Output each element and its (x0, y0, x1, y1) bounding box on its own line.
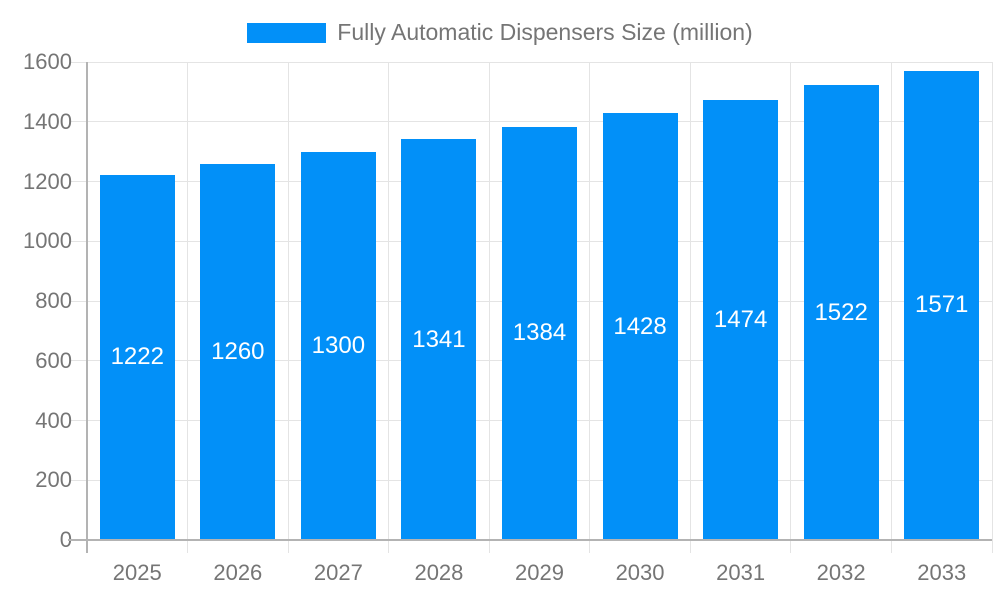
y-axis-label: 200 (35, 467, 72, 493)
bar: 1428 (602, 113, 678, 540)
x-axis-label: 2032 (816, 560, 866, 585)
bar: 1341 (401, 139, 477, 540)
bar-value-label: 1222 (110, 343, 164, 371)
bar: 1300 (300, 151, 376, 540)
y-axis-line (85, 62, 88, 553)
bar: 1260 (200, 163, 276, 540)
h-gridline (70, 61, 992, 63)
bar-value-label: 1474 (713, 305, 768, 333)
y-axis-label: 800 (35, 288, 72, 313)
x-axis-line (68, 539, 992, 541)
bar: 1222 (99, 174, 175, 540)
bar: 1384 (502, 126, 577, 540)
bar: 1522 (803, 85, 879, 540)
v-gridline (187, 62, 189, 553)
y-axis-label: 1000 (23, 228, 72, 254)
bar-value-label: 1260 (211, 337, 265, 365)
y-axis-label: 1600 (23, 49, 72, 74)
y-axis-label: 1400 (23, 108, 72, 134)
x-axis-label: 2031 (716, 560, 766, 585)
v-gridline (890, 62, 892, 553)
bar-value-label: 1522 (814, 298, 868, 326)
bar-value-label: 1300 (311, 331, 366, 359)
v-gridline (991, 62, 993, 553)
v-gridline (287, 62, 289, 553)
x-axis-label: 2029 (515, 560, 564, 585)
x-axis-label: 2026 (213, 560, 263, 585)
v-gridline (790, 62, 792, 553)
y-axis-label: 400 (35, 407, 72, 433)
v-gridline (388, 62, 390, 553)
bar-value-label: 1384 (512, 319, 567, 347)
h-gridline (70, 121, 992, 123)
x-axis-label: 2033 (917, 560, 967, 585)
x-axis-label: 2028 (414, 560, 464, 585)
x-axis-label: 2030 (615, 560, 665, 585)
legend: Fully Automatic Dispensers Size (million… (0, 19, 1000, 46)
bar: 1474 (703, 99, 779, 540)
legend-swatch[interactable] (247, 22, 327, 43)
bar-value-label: 1341 (412, 325, 466, 353)
x-axis-label: 2027 (313, 560, 363, 585)
legend-label[interactable]: Fully Automatic Dispensers Size (million… (337, 19, 753, 45)
x-axis-label: 2025 (112, 560, 162, 585)
v-gridline (488, 62, 490, 553)
y-axis-label: 1200 (23, 168, 72, 194)
v-gridline (589, 62, 591, 553)
bar-value-label: 1571 (915, 291, 969, 319)
y-axis-label: 0 (59, 527, 72, 552)
bar: 1571 (904, 70, 980, 540)
plot-area: 1222 1260 1300 1341 1384 1428 1474 1522 1571 (70, 61, 993, 553)
bar-value-label: 1428 (613, 312, 667, 340)
v-gridline (689, 62, 691, 553)
y-axis-label: 600 (35, 347, 72, 373)
